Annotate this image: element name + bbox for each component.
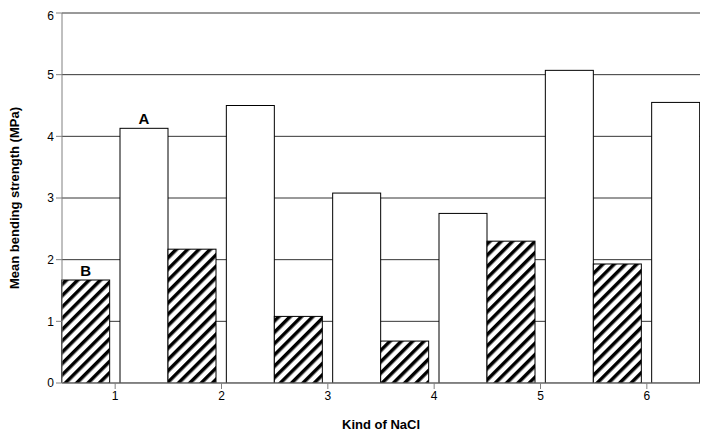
svg-text:A: A [139, 110, 150, 127]
svg-text:4: 4 [431, 389, 438, 403]
svg-text:2: 2 [47, 253, 54, 267]
svg-text:Mean bending strength (MPa): Mean bending strength (MPa) [8, 107, 22, 289]
svg-text:4: 4 [47, 130, 54, 144]
svg-text:3: 3 [324, 389, 331, 403]
svg-text:1: 1 [112, 389, 119, 403]
svg-text:2: 2 [218, 389, 225, 403]
svg-text:6: 6 [47, 9, 54, 23]
svg-text:1: 1 [47, 315, 54, 329]
svg-text:0: 0 [47, 376, 54, 390]
svg-text:3: 3 [47, 191, 54, 205]
svg-text:B: B [80, 262, 91, 279]
svg-text:5: 5 [47, 68, 54, 82]
svg-text:6: 6 [643, 389, 650, 403]
svg-text:Kind of NaCl: Kind of NaCl [342, 417, 420, 432]
svg-text:5: 5 [537, 389, 544, 403]
